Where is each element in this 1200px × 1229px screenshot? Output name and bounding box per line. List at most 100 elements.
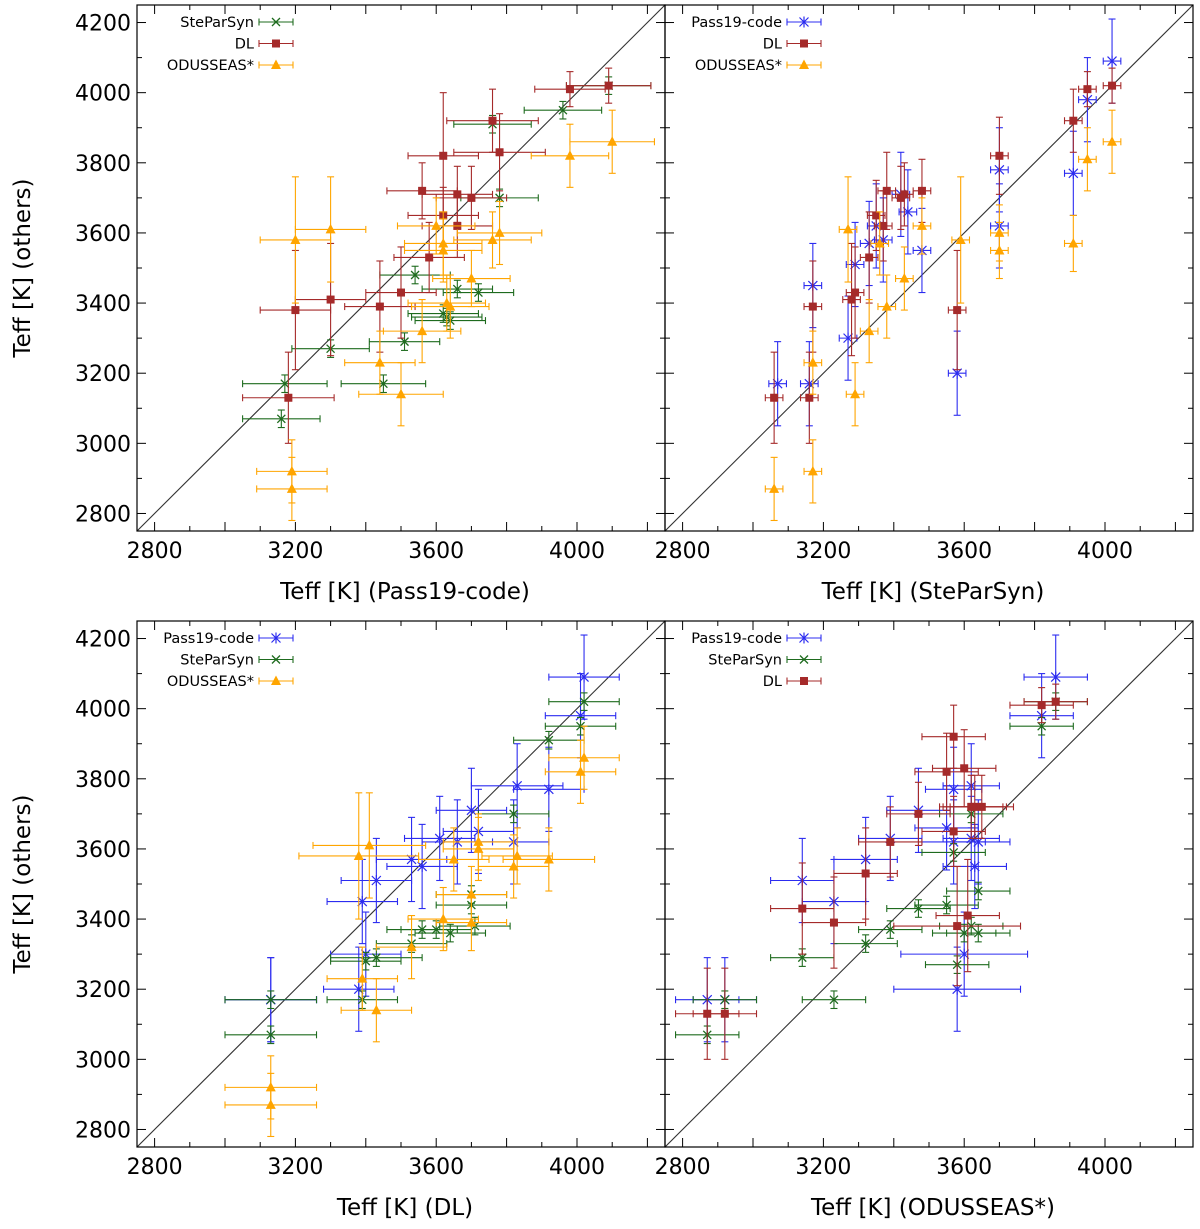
identity-line	[137, 621, 665, 1147]
data-point	[1108, 81, 1117, 90]
data-point	[865, 253, 874, 262]
data-point	[431, 925, 441, 935]
y-tick-label: 3000	[75, 1048, 131, 1073]
data-point	[439, 151, 448, 160]
data-point	[353, 850, 364, 860]
legend-label: Pass19-code	[163, 631, 254, 647]
data-point	[916, 220, 927, 230]
y-tick-label: 3600	[75, 838, 131, 863]
data-point	[607, 136, 618, 146]
data-point	[266, 1030, 276, 1040]
x-tick-label: 2800	[655, 539, 711, 564]
data-point	[466, 273, 477, 283]
data-point	[1082, 153, 1093, 164]
legend-marker	[271, 632, 281, 644]
data-point	[899, 273, 910, 283]
data-point	[564, 150, 575, 160]
data-point	[960, 764, 969, 773]
data-point	[829, 995, 839, 1005]
y-tick-label: 4200	[75, 628, 131, 653]
data-point	[266, 995, 276, 1005]
data-point	[994, 227, 1005, 237]
data-point	[364, 839, 375, 850]
data-point	[290, 234, 301, 244]
legend-marker	[271, 59, 281, 69]
legend-label: DL	[235, 37, 254, 53]
data-point	[280, 379, 290, 389]
data-point	[374, 357, 385, 367]
data-point	[448, 853, 459, 864]
data-point	[579, 671, 589, 683]
series-dl	[242, 67, 652, 444]
x-tick-label: 4000	[1077, 539, 1133, 564]
y-tick-label: 3200	[75, 362, 131, 387]
x-axis-label: Teff [K] (Pass19-code)	[279, 579, 530, 605]
x-axis-label: Teff [K] (DL)	[336, 1195, 473, 1221]
data-point	[512, 850, 523, 860]
x-axis-label: Teff [K] (ODUSSEAS*)	[810, 1195, 1055, 1221]
data-point	[326, 295, 335, 304]
data-point	[1037, 721, 1047, 731]
data-point	[1068, 167, 1079, 179]
y-tick-label: 2800	[75, 1118, 131, 1143]
legend-marker	[271, 17, 281, 27]
data-point	[445, 928, 455, 938]
legend-marker	[800, 39, 808, 48]
panel-1: 2800 3200 3600 4000 2800 3000 3200 3400 3600 3800…	[10, 4, 666, 605]
legend-label: ODUSSEAS*	[167, 58, 254, 74]
data-point	[452, 284, 462, 294]
data-point	[400, 337, 409, 347]
data-point	[438, 244, 449, 255]
data-point	[371, 874, 382, 886]
series-dl	[675, 683, 1088, 1060]
legend-marker	[799, 16, 809, 28]
data-point	[378, 379, 388, 389]
legend-marker	[799, 655, 809, 664]
data-point	[808, 302, 817, 311]
data-point	[473, 288, 483, 298]
data-point	[357, 973, 368, 983]
data-point	[576, 721, 585, 731]
data-point	[973, 928, 983, 938]
legend-label: Pass19-code	[691, 15, 782, 31]
data-point	[265, 1099, 276, 1109]
data-point	[417, 325, 428, 336]
data-point	[843, 223, 854, 234]
y-tick-label: 3400	[75, 292, 131, 317]
legend-label: SteParSyn	[708, 653, 782, 669]
data-point	[874, 237, 885, 248]
legend-label: Pass19-code	[691, 631, 782, 647]
data-point	[425, 253, 434, 262]
data-point	[807, 465, 818, 476]
series-steparsyn	[675, 692, 1088, 1045]
data-point	[720, 1009, 729, 1018]
data-point	[406, 941, 417, 952]
data-point	[397, 288, 405, 297]
data-point	[467, 193, 476, 202]
data-point	[913, 904, 923, 914]
data-point	[861, 869, 870, 878]
data-point	[371, 953, 381, 963]
legend: SteParSyn DL ODUSSEAS*	[167, 15, 294, 74]
data-point	[494, 227, 505, 237]
data-point	[276, 414, 286, 424]
legend-label: SteParSyn	[180, 653, 254, 669]
data-point	[847, 295, 856, 304]
data-point	[995, 151, 1004, 160]
data-point	[1083, 85, 1092, 94]
series-odusseas-	[764, 109, 1122, 522]
data-point	[900, 190, 909, 199]
data-layer	[675, 634, 1088, 1060]
data-point	[872, 211, 881, 220]
data-point	[286, 483, 297, 493]
data-point	[1069, 116, 1078, 125]
data-point	[604, 81, 613, 90]
x-tick-label: 3600	[936, 1155, 992, 1180]
data-point	[565, 85, 574, 94]
legend-label: ODUSSEAS*	[167, 674, 254, 690]
identity-line	[665, 621, 1193, 1147]
x-tick-label: 3600	[408, 1155, 464, 1180]
x-tick-label: 3600	[936, 539, 992, 564]
data-point	[769, 483, 780, 493]
x-tick-label: 2800	[127, 539, 183, 564]
